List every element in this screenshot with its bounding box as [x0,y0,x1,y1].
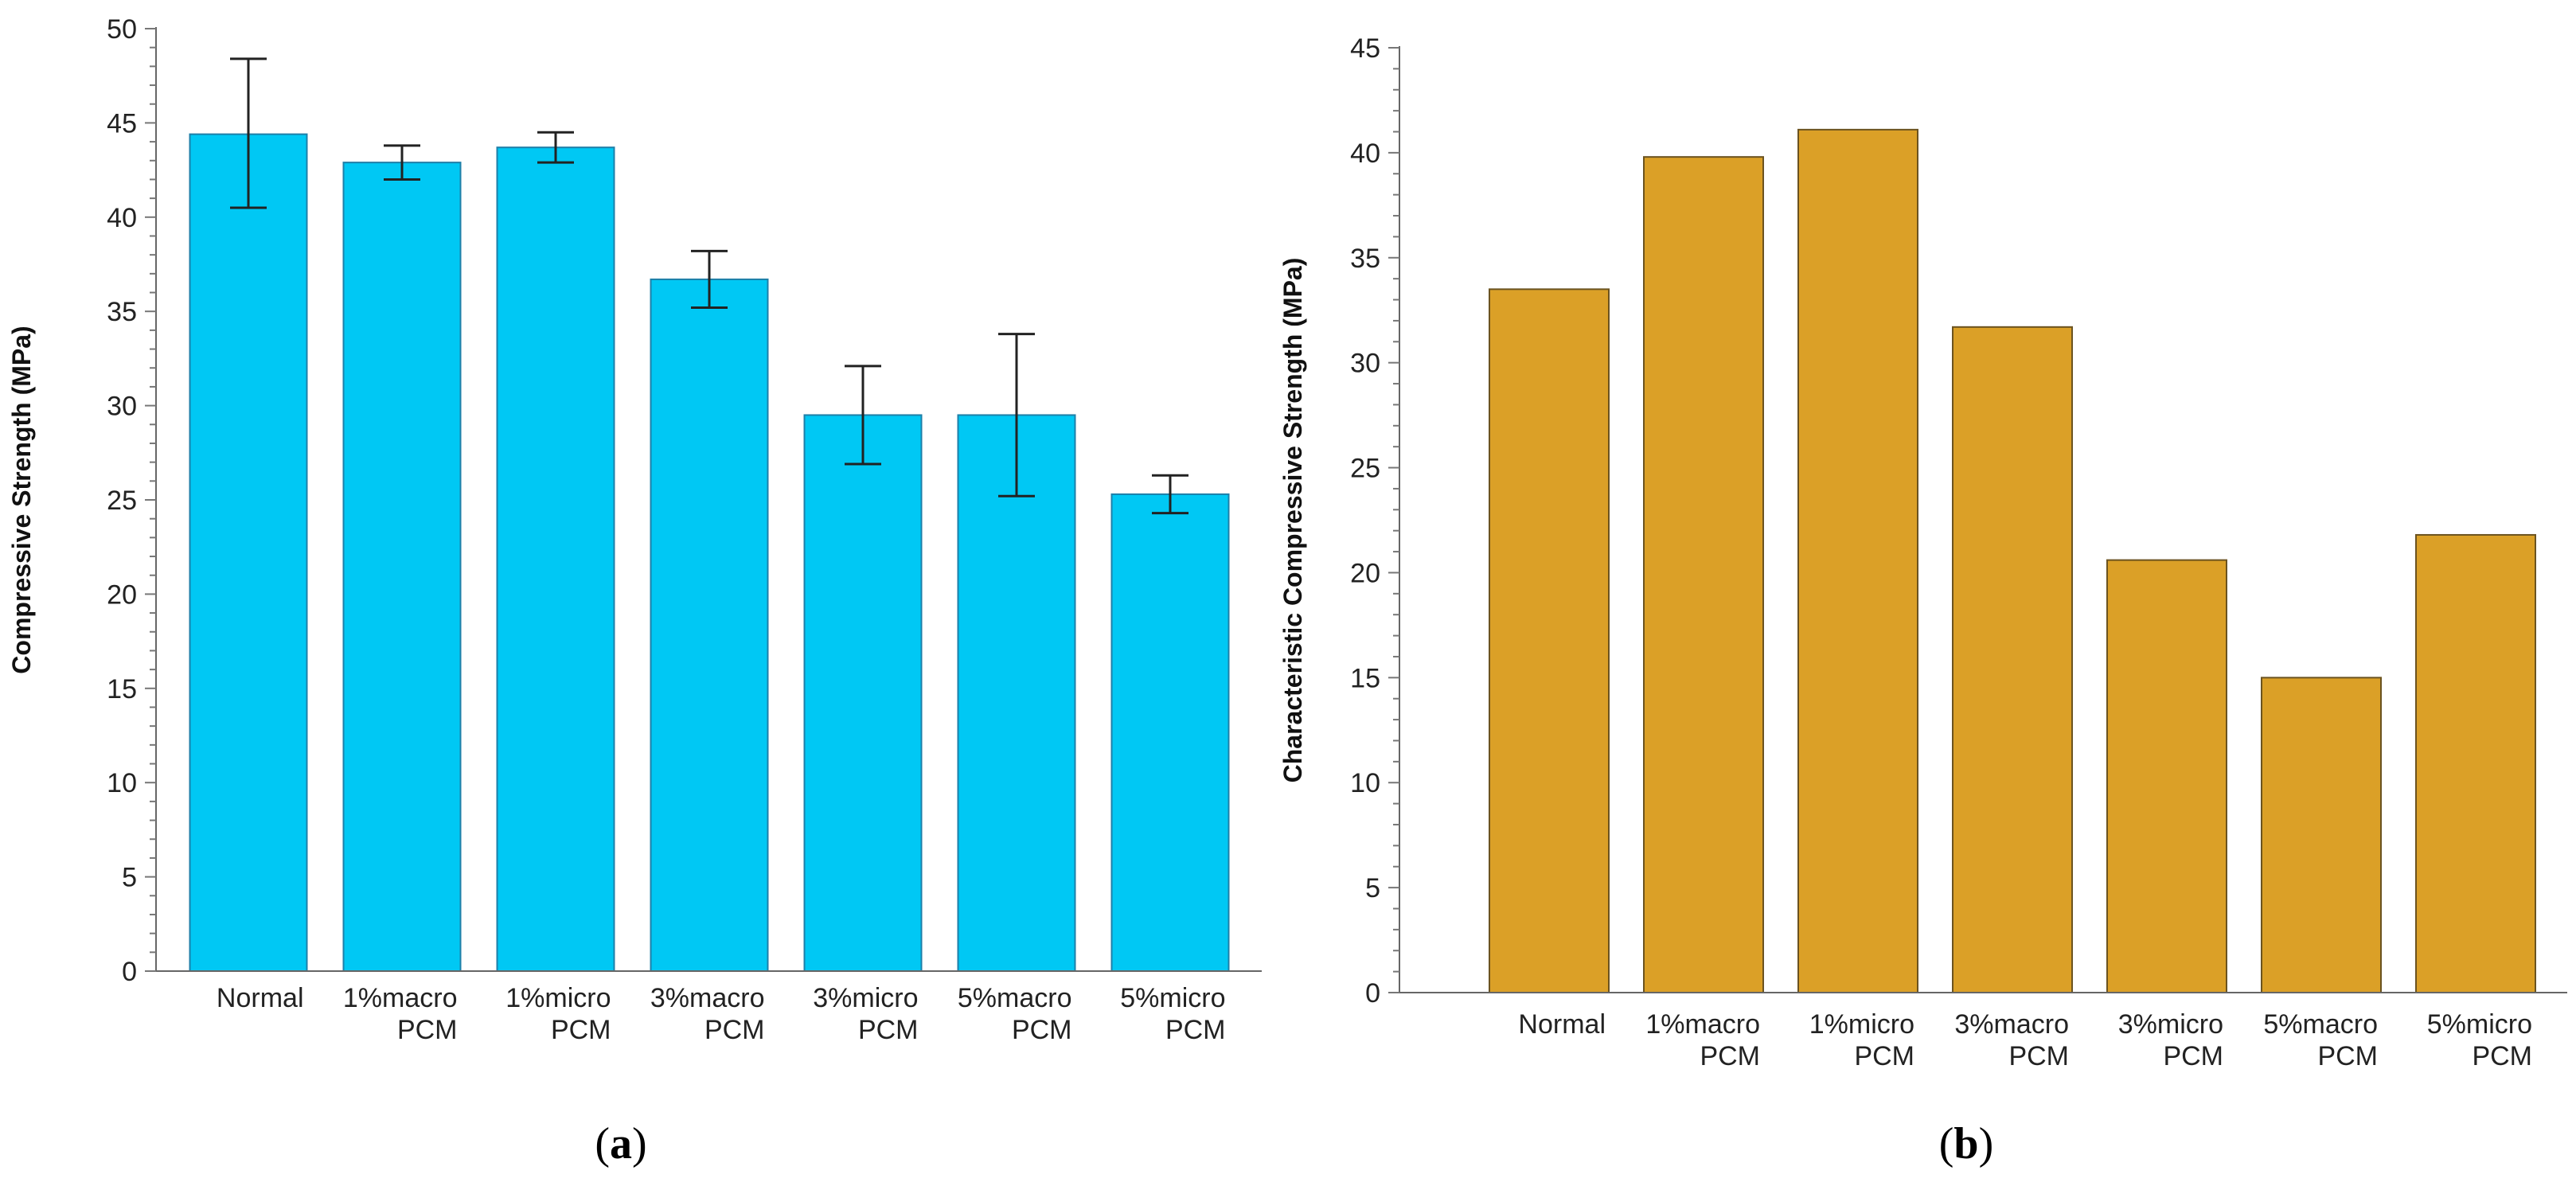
x-tick-label: Normal [217,983,304,1013]
x-tick-label: 3%macro PCM [1954,1009,2069,1071]
bar [957,414,1076,972]
bar [1952,326,2073,993]
bar [2261,677,2382,993]
y-axis-title: Compressive Strength (MPa) [7,326,36,673]
y-tick-label: 50 [107,14,137,45]
y-tick-label: 10 [1350,768,1380,798]
x-tick-label: 1%macro PCM [343,983,458,1045]
y-tick-label: 35 [107,297,137,327]
chart-b: 0 5 10 15 20 25 30 35 40 45 Normal 1%macro PCM 1%micr… [1278,33,2567,1169]
error-bar [691,249,728,309]
y-tick-label: 0 [1365,978,1380,1009]
bar [2106,559,2227,993]
error-bar [230,57,267,209]
y-tick-label: 45 [107,108,137,139]
x-tick-label: 3%macro PCM [650,983,765,1045]
y-tick-label: 15 [1350,663,1380,693]
y-tick-label: 15 [107,674,137,704]
y-tick-label: 25 [107,486,137,516]
bar [342,162,462,973]
y-tick-label: 30 [107,392,137,422]
panel-caption: (b) [1939,1119,1993,1169]
y-tick-label: 5 [1365,873,1380,903]
x-tick-label: 1%micro PCM [505,983,611,1045]
y-tick-label: 40 [107,203,137,233]
y-tick-label: 0 [122,957,137,987]
y-tick-label: 20 [1350,558,1380,588]
y-tick-label: 40 [1350,139,1380,169]
x-tick-label: 3%micro PCM [2118,1009,2223,1071]
y-tick-label: 45 [1350,33,1380,64]
bar [1797,128,1918,994]
x-tick-label: Normal [1518,1009,1606,1040]
y-tick-label: 25 [1350,454,1380,484]
y-tick-label: 10 [107,768,137,798]
bar [1643,156,1764,994]
error-bar [845,365,881,466]
bar [803,414,923,972]
error-bar [998,333,1035,497]
x-tick-label: 5%macro PCM [2263,1009,2378,1071]
error-bar [537,131,574,164]
x-tick-label: 3%micro PCM [813,983,918,1045]
panel-caption: (a) [595,1119,646,1169]
bar [1110,493,1230,972]
x-tick-label: 1%micro PCM [1809,1009,1914,1071]
bar [496,146,615,973]
x-tick-label: 1%macro PCM [1645,1009,1760,1071]
bar [650,278,769,973]
error-bar [384,144,420,181]
x-tick-label: 5%micro PCM [1120,983,1225,1045]
y-axis-title: Characteristic Compressive Strength (MPa… [1278,258,1307,783]
y-tick-label: 30 [1350,349,1380,379]
x-tick-label: 5%micro PCM [2427,1009,2532,1071]
error-bar [1152,474,1188,515]
y-tick-label: 35 [1350,244,1380,274]
bar [189,133,308,972]
y-tick-label: 20 [107,579,137,610]
bar [1489,288,1610,994]
x-tick-label: 5%macro PCM [958,983,1072,1045]
chart-a: 0 5 10 15 20 25 30 35 40 45 50 Normal 1%macro PCM 1%mi… [7,14,1262,1169]
bar [2415,533,2536,993]
y-tick-label: 5 [122,863,137,893]
